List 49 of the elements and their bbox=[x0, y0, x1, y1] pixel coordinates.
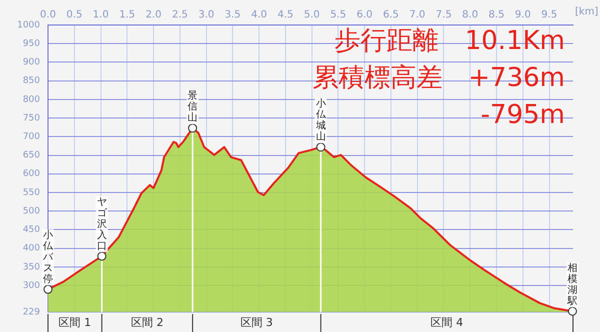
x-tick-label: 2.5 bbox=[172, 10, 188, 21]
y-tick-label: 350 bbox=[22, 262, 40, 272]
x-tick-label: 9.5 bbox=[541, 10, 558, 21]
x-tick-label: 7.5 bbox=[436, 10, 452, 21]
y-tick-label: 600 bbox=[22, 169, 40, 180]
y-tick-label: 229 bbox=[22, 307, 40, 318]
x-tick-label: 4.5 bbox=[277, 10, 294, 21]
x-tick-label: 8.0 bbox=[462, 10, 478, 21]
x-tick-label: 8.5 bbox=[488, 10, 504, 21]
annotation: 小仏城山 bbox=[314, 98, 327, 143]
x-tick-label: 0.5 bbox=[66, 10, 82, 21]
annotation: -795m bbox=[480, 100, 565, 130]
annotation: ヤゴ沢入口 bbox=[96, 196, 108, 252]
y-tick-label: 1000 bbox=[17, 20, 40, 30]
x-tick-label: 3.5 bbox=[224, 10, 241, 21]
y-tick-label: 800 bbox=[22, 94, 40, 105]
x-tick-label: 6.5 bbox=[383, 10, 399, 21]
y-tick-label: 650 bbox=[22, 150, 40, 161]
y-tick-label: 850 bbox=[22, 76, 40, 86]
text: 区間 4 bbox=[430, 316, 464, 329]
y-tick-label: 300 bbox=[22, 280, 40, 291]
x-tick-label: 3.0 bbox=[198, 10, 214, 21]
x-tick-label: 4.0 bbox=[251, 10, 268, 21]
y-tick-label: 950 bbox=[22, 38, 40, 49]
y-tick-label: 550 bbox=[22, 188, 40, 198]
x-tick-label: 5.0 bbox=[304, 10, 320, 21]
text: 区間 3 bbox=[240, 316, 273, 329]
annotation: 景信山 bbox=[188, 90, 198, 124]
text: 区間 1 bbox=[58, 316, 92, 329]
y-tick-label: 700 bbox=[22, 132, 40, 142]
x-tick-label: 0.0 bbox=[40, 10, 56, 21]
y-tick-label: 450 bbox=[22, 225, 40, 236]
annotation: 相模湖駅 bbox=[566, 262, 578, 307]
x-tick-label: 1.5 bbox=[119, 10, 136, 21]
x-axis-title: [km] bbox=[575, 6, 598, 18]
x-tick-label: 7.0 bbox=[409, 10, 426, 21]
x-tick-label: 2.0 bbox=[146, 10, 162, 21]
annotation: 累積標高差 +736m bbox=[312, 62, 565, 93]
x-tick-label: 5.5 bbox=[330, 10, 346, 21]
y-tick-label: 750 bbox=[22, 113, 40, 124]
annotation: 小仏バス停 bbox=[42, 228, 54, 285]
annotation: 歩行距離 10.1Km bbox=[334, 26, 565, 56]
y-tick-label: 500 bbox=[22, 206, 40, 216]
x-tick-label: 1.0 bbox=[92, 10, 109, 21]
x-tick-label: 9.0 bbox=[514, 10, 531, 21]
x-tick-label: 6.0 bbox=[356, 10, 373, 21]
y-tick-label: 900 bbox=[22, 58, 40, 68]
text: 区間 2 bbox=[130, 316, 164, 329]
y-tick-label: 400 bbox=[22, 244, 40, 254]
